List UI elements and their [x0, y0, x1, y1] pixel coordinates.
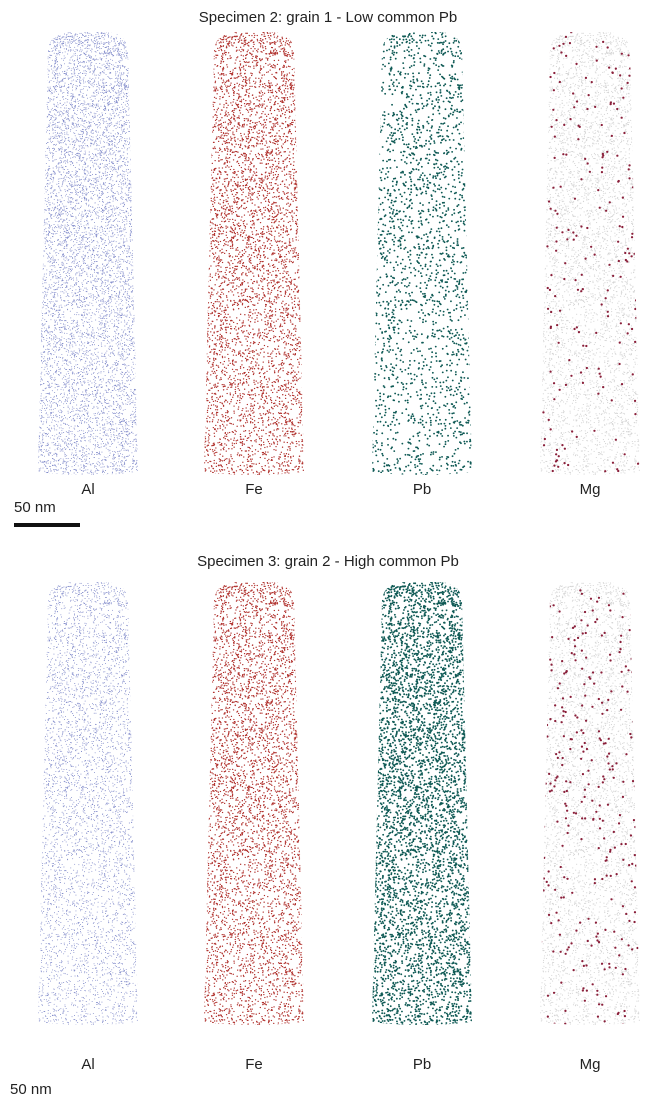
element-label: Fe — [245, 481, 263, 498]
atom-map — [372, 32, 472, 475]
element-label: Al — [81, 1056, 94, 1073]
element-label: Mg — [580, 481, 601, 498]
element-label: Mg — [580, 1056, 601, 1073]
atom-map — [372, 582, 472, 1025]
scale-bar-label: 50 nm — [14, 499, 56, 516]
element-label: Fe — [245, 1056, 263, 1073]
atoms — [204, 32, 304, 475]
scale-bar — [14, 523, 80, 527]
element-label: Pb — [413, 481, 431, 498]
atom-map — [204, 582, 304, 1025]
atom-map — [540, 582, 640, 1025]
atoms — [372, 582, 472, 1025]
atoms — [38, 582, 138, 1025]
element-label: Al — [81, 481, 94, 498]
panel-title: Specimen 2: grain 1 - Low common Pb — [199, 9, 457, 26]
atom-map — [204, 32, 304, 475]
atom-map — [38, 32, 138, 475]
atom-map — [38, 582, 138, 1025]
panels — [38, 32, 640, 1025]
atoms — [204, 582, 304, 1025]
atoms — [540, 32, 640, 475]
atoms — [540, 582, 640, 1025]
atoms — [540, 32, 640, 475]
atom-map — [540, 32, 640, 475]
atoms — [38, 32, 138, 475]
atoms — [372, 32, 472, 475]
scale-bar-label: 50 nm — [10, 1081, 52, 1098]
element-label: Pb — [413, 1056, 431, 1073]
panel-title: Specimen 3: grain 2 - High common Pb — [197, 553, 459, 570]
